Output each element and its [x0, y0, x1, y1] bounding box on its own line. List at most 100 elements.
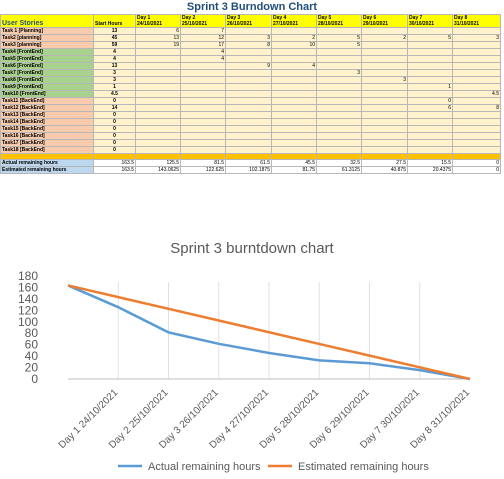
day-value — [452, 125, 501, 133]
series-line — [67, 284, 471, 381]
header-day-label: Day 7 — [409, 15, 423, 22]
task-name: Task 1 [Planning] — [0, 27, 94, 35]
day-value — [407, 125, 453, 133]
start-hours: 3 — [93, 76, 136, 84]
start-hours: 0 — [93, 139, 136, 147]
y-tick-label: 120 — [18, 303, 38, 317]
day-value — [271, 69, 317, 77]
table-row: Task8 [FrontEnd] 3 3 — [0, 76, 501, 84]
day-value: 4 — [180, 48, 226, 56]
day-value: 8 — [225, 41, 272, 49]
table-row: Task3 [planning] 59 19 17 8 10 5 — [0, 41, 501, 49]
day-value — [407, 146, 453, 154]
sheet-title: Sprint 3 Burndown Chart — [0, 0, 504, 14]
day-value — [316, 146, 362, 154]
day-value: 19 — [135, 41, 181, 49]
day-value — [361, 139, 408, 147]
start-hours: 0 — [93, 111, 136, 119]
day-value — [407, 139, 453, 147]
header-day-label: Day 2 — [182, 15, 196, 22]
day-value — [271, 125, 317, 133]
day-value — [135, 132, 181, 140]
day-value — [180, 83, 226, 91]
day-value: 2 — [361, 34, 408, 42]
day-value — [452, 76, 501, 84]
task-name: Task12 [BackEnd] — [0, 104, 94, 112]
day-value: 7 — [180, 27, 226, 35]
day-value — [135, 90, 181, 98]
day-value — [135, 83, 181, 91]
estimated-remaining-value: 122.625 — [180, 166, 226, 174]
y-tick-label: 40 — [25, 349, 39, 363]
table-row: Task10 [FrontEnd] 4.5 4.5 — [0, 90, 501, 98]
estimated-remaining-row: Estimated remaining hours 163.5 143.0625 12… — [0, 166, 501, 174]
day-value — [271, 139, 317, 147]
day-value: 17 — [180, 41, 226, 49]
day-value — [225, 48, 272, 56]
actual-remaining-value: 15.5 — [407, 159, 453, 167]
estimated-remaining-value: 163.5 — [93, 166, 136, 174]
day-value — [407, 132, 453, 140]
task-name: Task3 [planning] — [0, 41, 94, 49]
day-value — [361, 55, 408, 63]
day-value — [361, 83, 408, 91]
day-value — [316, 76, 362, 84]
day-value — [225, 118, 272, 126]
start-hours: 45 — [93, 34, 136, 42]
burndown-table: User Stories Start Hours Day 1 24/10/2021 Da… — [0, 14, 501, 174]
day-value — [361, 111, 408, 119]
task-name: Task11 [BackEnd] — [0, 97, 94, 105]
day-value — [452, 139, 501, 147]
day-value — [452, 83, 501, 91]
day-value — [361, 125, 408, 133]
day-value: 3 — [452, 34, 501, 42]
day-value: 13 — [135, 34, 181, 42]
day-value — [180, 97, 226, 105]
start-hours: 4 — [93, 55, 136, 63]
day-value — [271, 97, 317, 105]
day-value — [316, 111, 362, 119]
day-value — [316, 97, 362, 105]
task-name: Task8 [FrontEnd] — [0, 76, 94, 84]
day-value: 4.5 — [452, 90, 501, 98]
header-day-label: Day 1 — [137, 15, 151, 22]
y-tick-label: 100 — [18, 315, 38, 329]
task-name: Task5 [FrontEnd] — [0, 55, 94, 63]
day-value — [361, 132, 408, 140]
day-value — [407, 111, 453, 119]
table-row: Task11 [BackEnd] 0 0 — [0, 97, 501, 105]
actual-remaining-value: 0 — [452, 159, 501, 167]
header-user-stories: User Stories — [0, 14, 94, 28]
day-value — [407, 27, 453, 35]
day-value: 3 — [316, 69, 362, 77]
day-value — [361, 97, 408, 105]
day-value — [407, 69, 453, 77]
table-row: Task 1 [Planning] 13 6 7 — [0, 27, 501, 35]
day-value — [271, 104, 317, 112]
day-value: 12 — [180, 34, 226, 42]
day-value — [452, 27, 501, 35]
day-value — [452, 41, 501, 49]
day-value — [271, 118, 317, 126]
header-day-date: 29/10/2021 — [363, 21, 389, 27]
day-value — [452, 111, 501, 119]
legend-label: Actual remaining hours — [148, 461, 261, 473]
table-row: Task13 [BackEnd] 0 — [0, 111, 501, 119]
table-row: Task12 [BackEnd] 14 6 8 — [0, 104, 501, 112]
day-value — [361, 146, 408, 154]
estimated-remaining-value: 61.3125 — [316, 166, 362, 174]
day-value — [225, 146, 272, 154]
estimated-remaining-value: 40.875 — [361, 166, 408, 174]
day-value — [180, 69, 226, 77]
day-value — [225, 139, 272, 147]
day-value — [361, 104, 408, 112]
day-value — [225, 55, 272, 63]
day-value — [452, 118, 501, 126]
day-value — [316, 48, 362, 56]
header-day-date: 26/10/2021 — [227, 21, 253, 27]
table-row: Task15 [BackEnd] 0 — [0, 125, 501, 133]
table-row: Task17 [BackEnd] 0 — [0, 139, 501, 147]
table-row: Task5 [FrontEnd] 4 4 — [0, 55, 501, 63]
actual-remaining-value: 45.5 — [271, 159, 317, 167]
day-value — [361, 27, 408, 35]
